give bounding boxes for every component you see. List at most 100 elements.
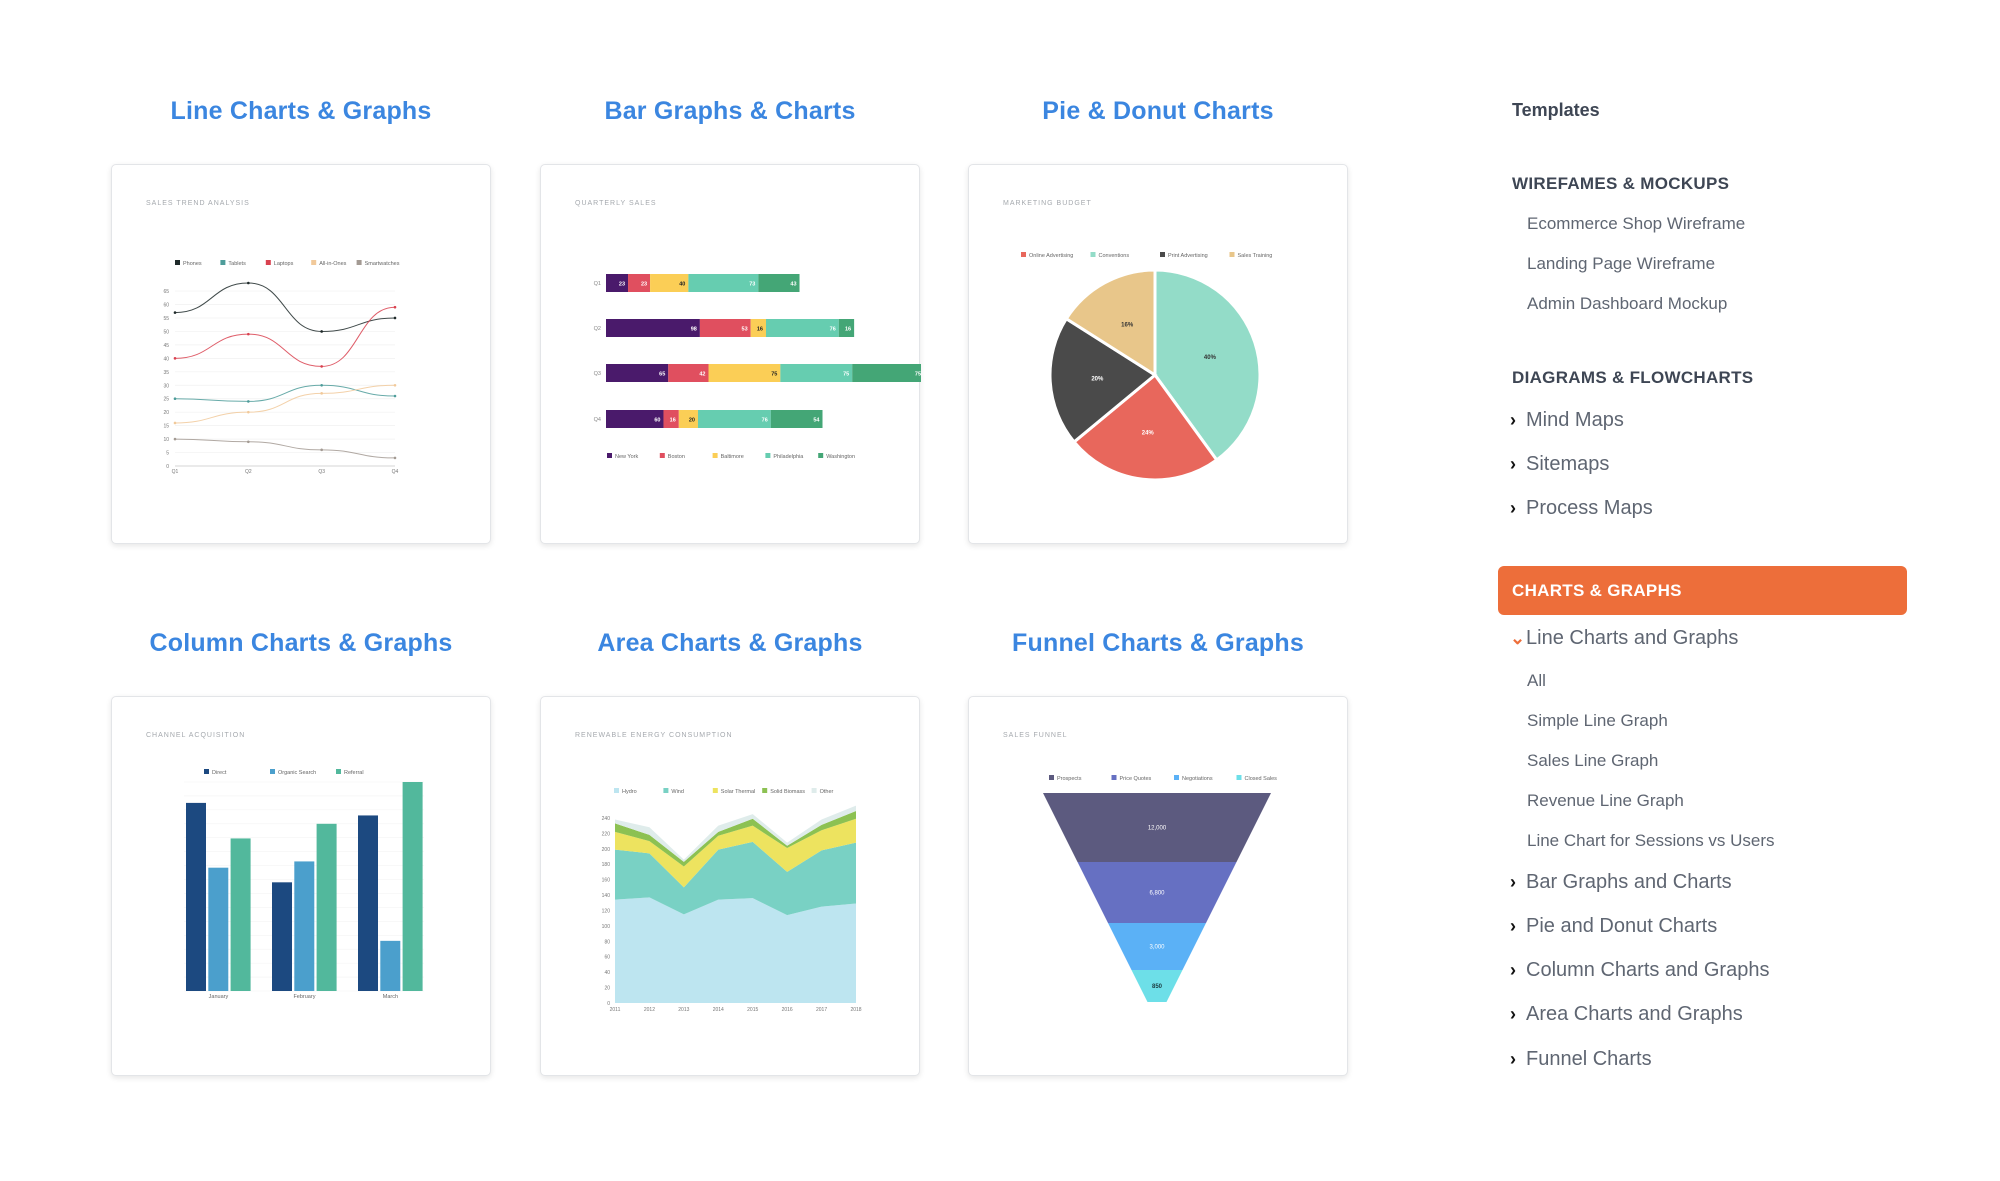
area-chart-template-card[interactable]: Renewable Energy Consumption Hydro Wind So… xyxy=(540,696,920,1076)
legend-label: Price Quotes xyxy=(1120,776,1152,782)
svg-text:55: 55 xyxy=(163,316,169,322)
sidebar-item-label: Bar Graphs and Charts xyxy=(1526,871,1732,893)
svg-text:50: 50 xyxy=(163,329,169,335)
chevron-right-icon: › xyxy=(1510,960,1516,980)
svg-text:2015: 2015 xyxy=(747,1007,758,1013)
legend-label: Philadelphia xyxy=(773,454,804,460)
svg-text:42: 42 xyxy=(699,372,705,378)
chevron-right-icon: › xyxy=(1510,498,1516,518)
section-title-area-charts[interactable]: Area Charts & Graphs xyxy=(597,629,863,657)
section-title-pie-charts[interactable]: Pie & Donut Charts xyxy=(1042,97,1274,125)
svg-text:850: 850 xyxy=(1152,984,1163,990)
legend-swatch xyxy=(204,769,209,774)
svg-text:Q2: Q2 xyxy=(594,326,601,332)
section-title-column-charts[interactable]: Column Charts & Graphs xyxy=(149,629,453,657)
sidebar-subitem-sales-line-graph[interactable]: Sales Line Graph xyxy=(1527,751,1659,770)
svg-text:10: 10 xyxy=(163,437,169,443)
legend-label: Online Advertising xyxy=(1029,253,1073,259)
section-title-line-charts[interactable]: Line Charts & Graphs xyxy=(170,97,432,125)
sidebar-heading-charts-graphs-active[interactable]: CHARTS & GRAPHS xyxy=(1498,566,1907,615)
legend-swatch xyxy=(659,453,665,458)
sidebar-subitem-revenue-line-graph[interactable]: Revenue Line Graph xyxy=(1527,791,1684,810)
chevron-right-icon: › xyxy=(1510,1049,1516,1069)
section-title-funnel-charts[interactable]: Funnel Charts & Graphs xyxy=(1012,629,1304,657)
svg-text:2011: 2011 xyxy=(610,1007,621,1013)
bar-chart-template-card[interactable]: Quarterly Sales Q1 23 23 40 73 43 Q2 98 53 16 76 16… xyxy=(540,164,921,544)
card-label: Marketing Budget xyxy=(1003,200,1092,207)
sidebar-item-label: Sitemaps xyxy=(1526,453,1610,475)
sidebar-item-label: Process Maps xyxy=(1526,497,1653,519)
sidebar-item-bar-graphs[interactable]: › Bar Graphs and Charts xyxy=(1510,871,1732,894)
legend-label: Referral xyxy=(344,770,364,776)
legend-swatch xyxy=(1174,775,1179,780)
sidebar-item-ecommerce-shop-wireframe[interactable]: Ecommerce Shop Wireframe xyxy=(1527,214,1746,233)
svg-text:6,800: 6,800 xyxy=(1149,891,1165,897)
svg-text:2016: 2016 xyxy=(782,1007,793,1013)
column-chart-template-card[interactable]: Channel Acquisition Direct Organic Search… xyxy=(111,696,491,1076)
legend-label: Smartwatches xyxy=(365,261,400,267)
funnel-chart: Prospects Price Quotes Negotiations Closed … xyxy=(1043,775,1277,1002)
svg-text:2018: 2018 xyxy=(850,1007,861,1013)
chevron-right-icon: › xyxy=(1510,916,1516,936)
funnel-chart-template-card[interactable]: Sales Funnel Prospects Price Quotes Negoti… xyxy=(968,696,1348,1076)
svg-text:16: 16 xyxy=(757,327,763,333)
legend-label: All-in-Ones xyxy=(319,261,346,267)
legend-swatch xyxy=(811,788,817,793)
legend-swatch xyxy=(1021,252,1026,257)
svg-text:25: 25 xyxy=(163,397,169,403)
svg-text:February: February xyxy=(293,994,315,1000)
legend-label: Phones xyxy=(183,261,202,267)
sidebar-heading-diagrams[interactable]: DIAGRAMS & FLOWCHARTS xyxy=(1512,368,1754,387)
svg-text:53: 53 xyxy=(742,327,748,333)
svg-text:3,000: 3,000 xyxy=(1149,945,1165,951)
legend-swatch xyxy=(1229,252,1235,257)
sidebar-item-admin-dashboard-mockup[interactable]: Admin Dashboard Mockup xyxy=(1527,294,1728,313)
svg-text:40: 40 xyxy=(604,970,610,976)
svg-text:40: 40 xyxy=(679,282,685,288)
legend-swatch xyxy=(1160,252,1165,257)
line-chart-template-card[interactable]: Sales Trend Analysis Phones Tablets Laptop… xyxy=(111,164,491,544)
pie-chart: Online Advertising Conventions Print Adver… xyxy=(1021,252,1272,482)
chevron-right-icon: › xyxy=(1510,872,1516,892)
sidebar-item-landing-page-wireframe[interactable]: Landing Page Wireframe xyxy=(1527,254,1716,273)
legend-label: Prospects xyxy=(1057,776,1082,782)
section-title-bar-graphs[interactable]: Bar Graphs & Charts xyxy=(604,97,856,125)
svg-text:75: 75 xyxy=(843,372,849,378)
svg-text:Q4: Q4 xyxy=(392,469,399,475)
sidebar-item-mind-maps[interactable]: › Mind Maps xyxy=(1510,409,1624,432)
sidebar-subitem-all[interactable]: All xyxy=(1527,671,1546,690)
svg-text:2012: 2012 xyxy=(644,1007,655,1013)
legend-swatch xyxy=(607,453,612,458)
sidebar-item-label: Funnel Charts xyxy=(1526,1048,1652,1070)
svg-text:16%: 16% xyxy=(1121,322,1134,328)
sidebar-item-process-maps[interactable]: › Process Maps xyxy=(1510,497,1653,520)
svg-text:Q1: Q1 xyxy=(594,281,601,287)
sidebar-item-line-charts-expanded[interactable]: ⌄Line Charts and Graphs xyxy=(1510,627,1738,650)
legend-label: Negotiations xyxy=(1182,776,1213,782)
card-label: Quarterly Sales xyxy=(575,200,657,207)
legend-label: Hydro xyxy=(622,789,637,795)
svg-text:45: 45 xyxy=(163,343,169,349)
templates-sidebar: Templates WIREFAMES & MOCKUPS Ecommerce … xyxy=(1490,0,1920,1181)
sidebar-item-funnel-charts[interactable]: › Funnel Charts xyxy=(1510,1048,1652,1071)
svg-text:240: 240 xyxy=(602,816,611,822)
chevron-right-icon: › xyxy=(1510,410,1516,430)
stacked-bar-chart: Q1 23 23 40 73 43 Q2 98 53 16 76 16 Q3 65 42 75 75 75 Q4 60… xyxy=(594,274,921,460)
sidebar-item-column-charts[interactable]: › Column Charts and Graphs xyxy=(1510,959,1769,982)
sidebar-item-pie-donut[interactable]: › Pie and Donut Charts xyxy=(1510,915,1717,938)
sidebar-item-area-charts[interactable]: › Area Charts and Graphs xyxy=(1510,1003,1743,1026)
legend-swatch xyxy=(712,788,718,793)
svg-text:12,000: 12,000 xyxy=(1148,826,1167,832)
legend-swatch xyxy=(712,453,718,458)
legend-swatch xyxy=(336,769,341,774)
legend-swatch xyxy=(1236,775,1242,780)
sidebar-subitem-sessions-vs-users[interactable]: Line Chart for Sessions vs Users xyxy=(1527,831,1775,850)
card-label: Renewable Energy Consumption xyxy=(575,732,733,739)
sidebar-item-sitemaps[interactable]: › Sitemaps xyxy=(1510,453,1609,476)
sidebar-subitem-simple-line-graph[interactable]: Simple Line Graph xyxy=(1527,711,1668,730)
svg-text:220: 220 xyxy=(602,831,611,837)
pie-chart-template-card[interactable]: Marketing Budget Online Advertising Conve… xyxy=(968,164,1348,544)
sidebar-heading-wireframes[interactable]: WIREFAMES & MOCKUPS xyxy=(1512,174,1730,193)
area-chart: Hydro Wind Solar Thermal Solid Biomass Other… xyxy=(602,788,862,1013)
legend-label: Baltimore xyxy=(721,454,744,460)
